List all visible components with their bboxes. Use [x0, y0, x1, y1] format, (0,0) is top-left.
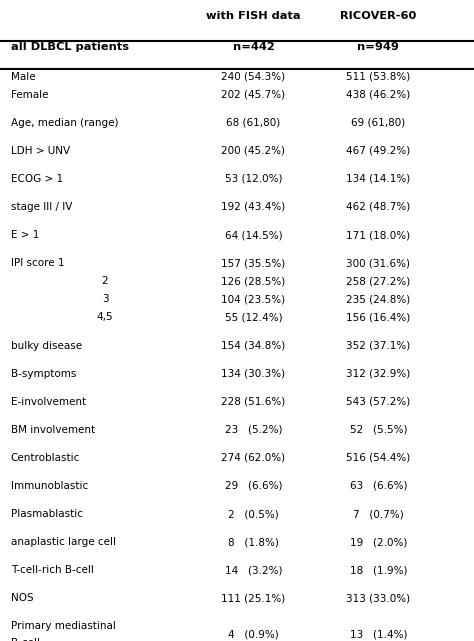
- Text: 52   (5.5%): 52 (5.5%): [350, 425, 407, 435]
- Text: 64 (14.5%): 64 (14.5%): [225, 230, 283, 240]
- Text: B-symptoms: B-symptoms: [11, 369, 76, 379]
- Text: 134 (30.3%): 134 (30.3%): [221, 369, 285, 379]
- Text: n=442: n=442: [233, 42, 274, 53]
- Text: 126 (28.5%): 126 (28.5%): [221, 276, 286, 287]
- Text: 300 (31.6%): 300 (31.6%): [346, 258, 410, 268]
- Text: 23   (5.2%): 23 (5.2%): [225, 425, 282, 435]
- Text: LDH > UNV: LDH > UNV: [11, 146, 70, 156]
- Text: Age, median (range): Age, median (range): [11, 118, 118, 128]
- Text: Female: Female: [11, 90, 48, 99]
- Text: 68 (61,80): 68 (61,80): [227, 118, 281, 128]
- Text: Immunoblastic: Immunoblastic: [11, 481, 88, 491]
- Text: 69 (61,80): 69 (61,80): [351, 118, 405, 128]
- Text: 19   (2.0%): 19 (2.0%): [350, 537, 407, 547]
- Text: E-involvement: E-involvement: [11, 397, 86, 407]
- Text: 14   (3.2%): 14 (3.2%): [225, 565, 282, 575]
- Text: 192 (43.4%): 192 (43.4%): [221, 202, 286, 212]
- Text: 3: 3: [102, 294, 109, 304]
- Text: 18   (1.9%): 18 (1.9%): [350, 565, 407, 575]
- Text: ECOG > 1: ECOG > 1: [11, 174, 63, 184]
- Text: T-cell-rich B-cell: T-cell-rich B-cell: [11, 565, 94, 575]
- Text: Male: Male: [11, 72, 36, 81]
- Text: 4   (0.9%): 4 (0.9%): [228, 629, 279, 640]
- Text: 516 (54.4%): 516 (54.4%): [346, 453, 410, 463]
- Text: 55 (12.4%): 55 (12.4%): [225, 312, 283, 322]
- Text: 312 (32.9%): 312 (32.9%): [346, 369, 410, 379]
- Text: E > 1: E > 1: [11, 230, 39, 240]
- Text: 13   (1.4%): 13 (1.4%): [350, 629, 407, 640]
- Text: 2   (0.5%): 2 (0.5%): [228, 509, 279, 519]
- Text: 438 (46.2%): 438 (46.2%): [346, 90, 410, 99]
- Text: 462 (48.7%): 462 (48.7%): [346, 202, 410, 212]
- Text: 53 (12.0%): 53 (12.0%): [225, 174, 282, 184]
- Text: 543 (57.2%): 543 (57.2%): [346, 397, 410, 407]
- Text: stage III / IV: stage III / IV: [11, 202, 72, 212]
- Text: 29   (6.6%): 29 (6.6%): [225, 481, 282, 491]
- Text: 235 (24.8%): 235 (24.8%): [346, 294, 410, 304]
- Text: 200 (45.2%): 200 (45.2%): [221, 146, 285, 156]
- Text: 171 (18.0%): 171 (18.0%): [346, 230, 410, 240]
- Text: 104 (23.5%): 104 (23.5%): [221, 294, 285, 304]
- Text: 156 (16.4%): 156 (16.4%): [346, 312, 410, 322]
- Text: 154 (34.8%): 154 (34.8%): [221, 340, 286, 351]
- Text: Centroblastic: Centroblastic: [11, 453, 80, 463]
- Text: NOS: NOS: [11, 594, 34, 603]
- Text: 63   (6.6%): 63 (6.6%): [350, 481, 407, 491]
- Text: BM involvement: BM involvement: [11, 425, 95, 435]
- Text: 467 (49.2%): 467 (49.2%): [346, 146, 410, 156]
- Text: 228 (51.6%): 228 (51.6%): [221, 397, 286, 407]
- Text: RICOVER-60: RICOVER-60: [340, 12, 417, 21]
- Text: all DLBCL patients: all DLBCL patients: [11, 42, 129, 53]
- Text: Primary mediastinal: Primary mediastinal: [11, 621, 116, 631]
- Text: 2: 2: [102, 276, 109, 287]
- Text: 352 (37.1%): 352 (37.1%): [346, 340, 410, 351]
- Text: 511 (53.8%): 511 (53.8%): [346, 72, 410, 81]
- Text: 157 (35.5%): 157 (35.5%): [221, 258, 286, 268]
- Text: Plasmablastic: Plasmablastic: [11, 509, 83, 519]
- Text: B-cell: B-cell: [11, 638, 40, 641]
- Text: 4,5: 4,5: [97, 312, 113, 322]
- Text: n=949: n=949: [357, 42, 399, 53]
- Text: 258 (27.2%): 258 (27.2%): [346, 276, 410, 287]
- Text: with FISH data: with FISH data: [206, 12, 301, 21]
- Text: 240 (54.3%): 240 (54.3%): [221, 72, 285, 81]
- Text: IPI score 1: IPI score 1: [11, 258, 64, 268]
- Text: bulky disease: bulky disease: [11, 340, 82, 351]
- Text: 202 (45.7%): 202 (45.7%): [221, 90, 285, 99]
- Text: 313 (33.0%): 313 (33.0%): [346, 594, 410, 603]
- Text: 8   (1.8%): 8 (1.8%): [228, 537, 279, 547]
- Text: anaplastic large cell: anaplastic large cell: [11, 537, 116, 547]
- Text: 111 (25.1%): 111 (25.1%): [221, 594, 286, 603]
- Text: 274 (62.0%): 274 (62.0%): [221, 453, 285, 463]
- Text: 134 (14.1%): 134 (14.1%): [346, 174, 410, 184]
- Text: 7   (0.7%): 7 (0.7%): [353, 509, 404, 519]
